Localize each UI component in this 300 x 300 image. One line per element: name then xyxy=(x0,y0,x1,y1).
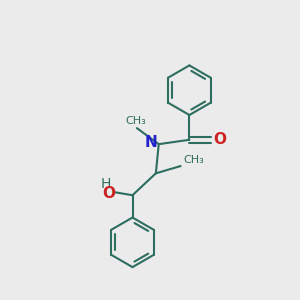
Text: H: H xyxy=(101,177,111,191)
Text: O: O xyxy=(103,186,116,201)
Text: O: O xyxy=(214,132,226,147)
Text: CH₃: CH₃ xyxy=(183,154,204,165)
Text: CH₃: CH₃ xyxy=(125,116,146,126)
Text: N: N xyxy=(145,135,157,150)
